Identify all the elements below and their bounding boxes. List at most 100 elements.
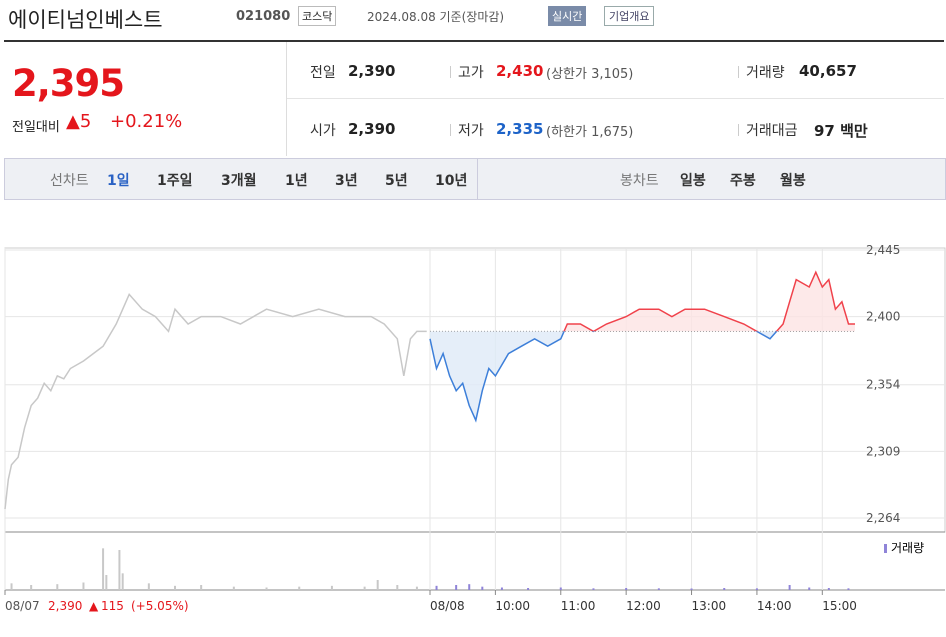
- volume-bar: [82, 582, 85, 590]
- legend-label: 거래량: [891, 541, 924, 555]
- volume-bar: [500, 587, 503, 590]
- volume-bar: [265, 587, 268, 590]
- change: ▲5: [66, 111, 91, 132]
- period-tab[interactable]: 10년: [435, 173, 468, 189]
- divider: [287, 98, 944, 99]
- x-tick-label: 12:00: [626, 599, 661, 613]
- period-tab[interactable]: 5년: [385, 173, 408, 189]
- tab-bar: [4, 158, 946, 200]
- y-tick-label: 2,445: [866, 243, 900, 257]
- price-area: [430, 272, 855, 332]
- stat-note: (하한가 1,675): [546, 125, 634, 140]
- volume-bar: [625, 588, 628, 590]
- x-tick-label: 10:00: [495, 599, 530, 613]
- stat-value: 97 백만: [814, 122, 868, 140]
- stat-value: 40,657: [799, 62, 857, 80]
- divider: [477, 159, 478, 199]
- change-rate: +0.21%: [110, 111, 183, 132]
- period-tab[interactable]: 1일: [107, 173, 130, 189]
- stock-name: 에이티넘인베스트: [8, 8, 163, 32]
- volume-bar: [118, 550, 121, 590]
- volume-bar: [847, 588, 850, 590]
- y-tick-label: 2,400: [866, 310, 900, 324]
- volume-bar: [788, 585, 791, 590]
- volume-bar: [723, 588, 726, 590]
- divider: [738, 124, 739, 136]
- stat-value: 2,390: [348, 62, 396, 80]
- volume-bar: [808, 587, 811, 590]
- date-text: 2024.08.08 기준(장마감): [367, 10, 505, 24]
- x-tick-label: 11:00: [561, 599, 596, 613]
- volume-bar: [468, 584, 471, 590]
- footer-price: 2,390: [48, 599, 82, 613]
- volume-bar: [455, 585, 458, 590]
- candle-tab[interactable]: 주봉: [730, 173, 756, 189]
- volume-bar: [435, 585, 438, 590]
- footer-change: 115: [101, 599, 124, 613]
- volume-bar: [755, 588, 758, 590]
- volume-bar: [200, 585, 203, 590]
- volume-bar: [376, 580, 379, 590]
- volume-bar: [415, 586, 418, 590]
- x-tick-label: 13:00: [692, 599, 727, 613]
- divider: [738, 66, 739, 78]
- candle-chart-label: 봉차트: [620, 173, 659, 189]
- divider: [450, 124, 451, 136]
- stat-label: 저가: [458, 123, 484, 139]
- current-price: 2,395: [12, 62, 125, 105]
- stat-label: 거래대금: [746, 123, 798, 139]
- divider: [450, 66, 451, 78]
- stat-label: 전일: [310, 65, 336, 81]
- stat-value: 2,430: [496, 62, 544, 80]
- footer-date: 08/07: [5, 599, 40, 613]
- period-tab[interactable]: 1주일: [157, 173, 193, 189]
- company-button[interactable]: 기업개요: [604, 6, 655, 26]
- realtime-badge[interactable]: 실시간: [548, 6, 587, 26]
- footer-rate: (+5.05%): [131, 599, 189, 613]
- volume-bar: [363, 586, 366, 590]
- change-value: 5: [79, 111, 92, 132]
- y-tick-label: 2,264: [866, 511, 900, 525]
- stat-value: 2,390: [348, 120, 396, 138]
- period-tab[interactable]: 1년: [285, 173, 308, 189]
- price-area: [430, 331, 777, 421]
- stat-label: 거래량: [746, 65, 785, 81]
- volume-bar: [657, 588, 660, 590]
- price-line: [429, 331, 778, 423]
- volume-bar: [298, 586, 301, 590]
- footer-arrow: ▲: [89, 599, 99, 613]
- candle-tab[interactable]: 일봉: [680, 173, 706, 189]
- period-tab[interactable]: 3년: [335, 173, 358, 189]
- legend-swatch: [884, 544, 887, 553]
- volume-bar: [827, 588, 830, 590]
- x-tick-label: 15:00: [822, 599, 857, 613]
- volume-bar: [102, 548, 105, 590]
- volume-bar: [147, 583, 150, 590]
- volume-bar: [592, 588, 595, 590]
- period-tab[interactable]: 3개월: [221, 173, 257, 189]
- volume-bar: [10, 583, 13, 590]
- volume-bar: [121, 573, 124, 590]
- volume-bar: [105, 575, 108, 590]
- stat-label: 시가: [310, 123, 336, 139]
- volume-bar: [559, 587, 562, 590]
- up-arrow: ▲: [66, 111, 80, 132]
- x-tick-label: 08/08: [430, 599, 465, 613]
- x-tick-label: 14:00: [757, 599, 792, 613]
- volume-bar: [481, 586, 484, 590]
- prev-line: [4, 293, 427, 510]
- change-label: 전일대비: [12, 120, 60, 135]
- y-tick-label: 2,354: [866, 378, 900, 392]
- market-badge: 코스닥: [298, 6, 337, 26]
- stock-code: 021080: [236, 9, 291, 24]
- line-chart-label: 선차트: [50, 173, 89, 189]
- volume-bar: [56, 584, 59, 590]
- divider: [286, 42, 287, 156]
- price-line: [563, 270, 855, 332]
- candle-tab[interactable]: 월봉: [780, 173, 806, 189]
- volume-bar: [174, 585, 176, 590]
- volume-bar: [330, 585, 333, 590]
- y-tick-label: 2,309: [866, 444, 900, 458]
